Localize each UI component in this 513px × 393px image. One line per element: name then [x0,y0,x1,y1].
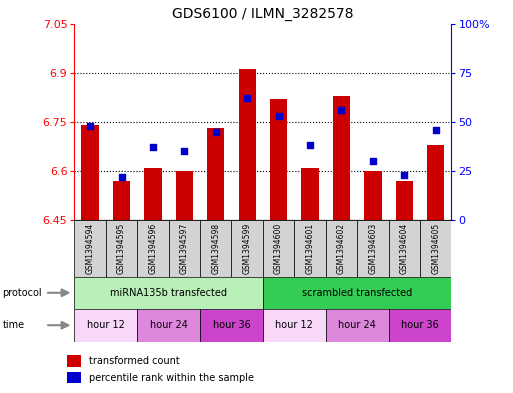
Text: hour 24: hour 24 [150,320,188,330]
Bar [239,70,256,220]
Bar [67,372,81,384]
Point [306,142,314,149]
Text: GSM1394603: GSM1394603 [368,223,378,274]
Bar [427,145,444,220]
Bar [263,309,326,342]
Text: hour 12: hour 12 [275,320,313,330]
Bar [144,168,162,220]
Text: transformed count: transformed count [89,356,180,366]
Bar [82,125,98,220]
Text: GSM1394596: GSM1394596 [148,223,157,274]
Bar [200,220,231,277]
Bar [74,277,263,309]
Point [431,127,440,133]
Bar [67,355,81,367]
Point [400,172,408,178]
Text: miRNA135b transfected: miRNA135b transfected [110,288,227,298]
Bar [263,277,451,309]
Point [180,148,188,154]
Bar [389,309,451,342]
Text: GSM1394595: GSM1394595 [117,223,126,274]
Point [243,95,251,101]
Bar [113,181,130,220]
Text: hour 36: hour 36 [401,320,439,330]
Point [149,144,157,151]
Bar [333,95,350,220]
Text: percentile rank within the sample: percentile rank within the sample [89,373,254,383]
Text: hour 24: hour 24 [338,320,376,330]
Text: GSM1394600: GSM1394600 [274,223,283,274]
Bar [302,168,319,220]
Title: GDS6100 / ILMN_3282578: GDS6100 / ILMN_3282578 [172,7,353,21]
Bar [106,220,137,277]
Text: hour 12: hour 12 [87,320,125,330]
Bar [263,220,294,277]
Point [369,158,377,164]
Point [86,123,94,129]
Bar [270,99,287,220]
Text: time: time [3,320,25,330]
Bar [389,220,420,277]
Point [117,174,126,180]
Bar [169,220,200,277]
Bar [200,309,263,342]
Text: GSM1394604: GSM1394604 [400,223,409,274]
Bar [326,220,357,277]
Bar [326,309,389,342]
Bar [74,220,106,277]
Text: GSM1394599: GSM1394599 [243,223,252,274]
Text: GSM1394598: GSM1394598 [211,223,220,274]
Bar [207,129,224,220]
Bar [364,171,382,220]
Text: scrambled transfected: scrambled transfected [302,288,412,298]
Bar [396,181,413,220]
Bar [357,220,389,277]
Bar [74,309,137,342]
Text: hour 36: hour 36 [212,320,250,330]
Text: GSM1394601: GSM1394601 [306,223,314,274]
Bar [420,220,451,277]
Text: GSM1394594: GSM1394594 [86,223,94,274]
Text: GSM1394602: GSM1394602 [337,223,346,274]
Bar [294,220,326,277]
Bar [137,220,169,277]
Point [338,107,346,113]
Point [212,129,220,135]
Text: protocol: protocol [3,288,42,298]
Text: GSM1394597: GSM1394597 [180,223,189,274]
Text: GSM1394605: GSM1394605 [431,223,440,274]
Bar [137,309,200,342]
Point [274,113,283,119]
Bar [231,220,263,277]
Bar [176,171,193,220]
